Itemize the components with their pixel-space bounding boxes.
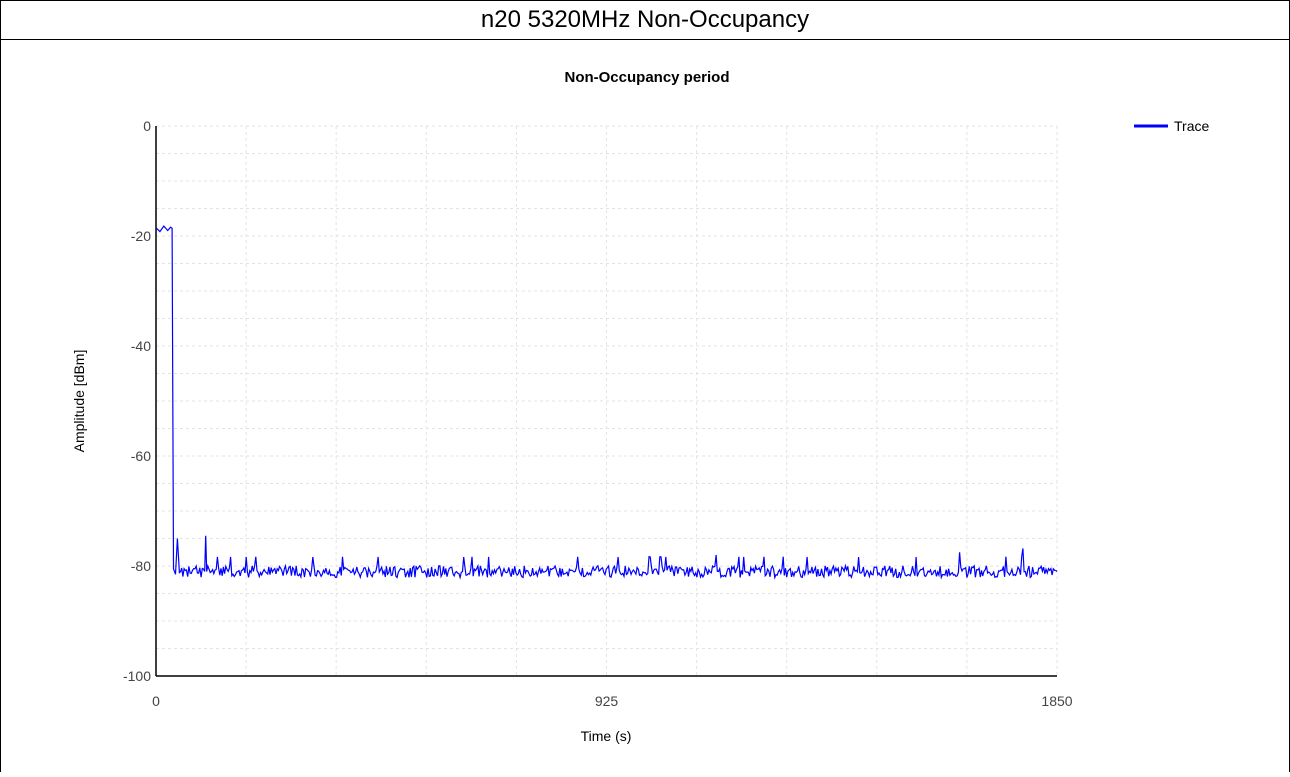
y-tick-label: -20 <box>131 228 151 244</box>
y-tick-label: -60 <box>131 448 151 464</box>
grid <box>156 125 1058 676</box>
series-line-trace <box>155 225 1058 580</box>
y-tick-label: 0 <box>143 118 151 134</box>
axes <box>155 126 1057 677</box>
y-tick-label: -40 <box>131 338 151 354</box>
y-tick-label: -100 <box>123 668 151 684</box>
legend-label-trace: Trace <box>1174 118 1209 134</box>
chart-container: Non-Occupancy period 0 -20 -40 -60 -80 -100 0 9… <box>0 40 1290 772</box>
y-tick-label: -80 <box>131 558 151 574</box>
page-title: n20 5320MHz Non-Occupancy <box>0 0 1290 40</box>
chart-title: Non-Occupancy period <box>564 69 729 86</box>
x-tick-label: 1850 <box>1041 693 1072 709</box>
plot-area <box>155 225 1058 580</box>
legend: Trace <box>1134 118 1209 134</box>
x-tick-label: 925 <box>595 693 619 709</box>
x-tick-label: 0 <box>152 693 160 709</box>
y-axis-label: Amplitude [dBm] <box>71 350 87 453</box>
x-axis-label: Time (s) <box>581 728 632 744</box>
